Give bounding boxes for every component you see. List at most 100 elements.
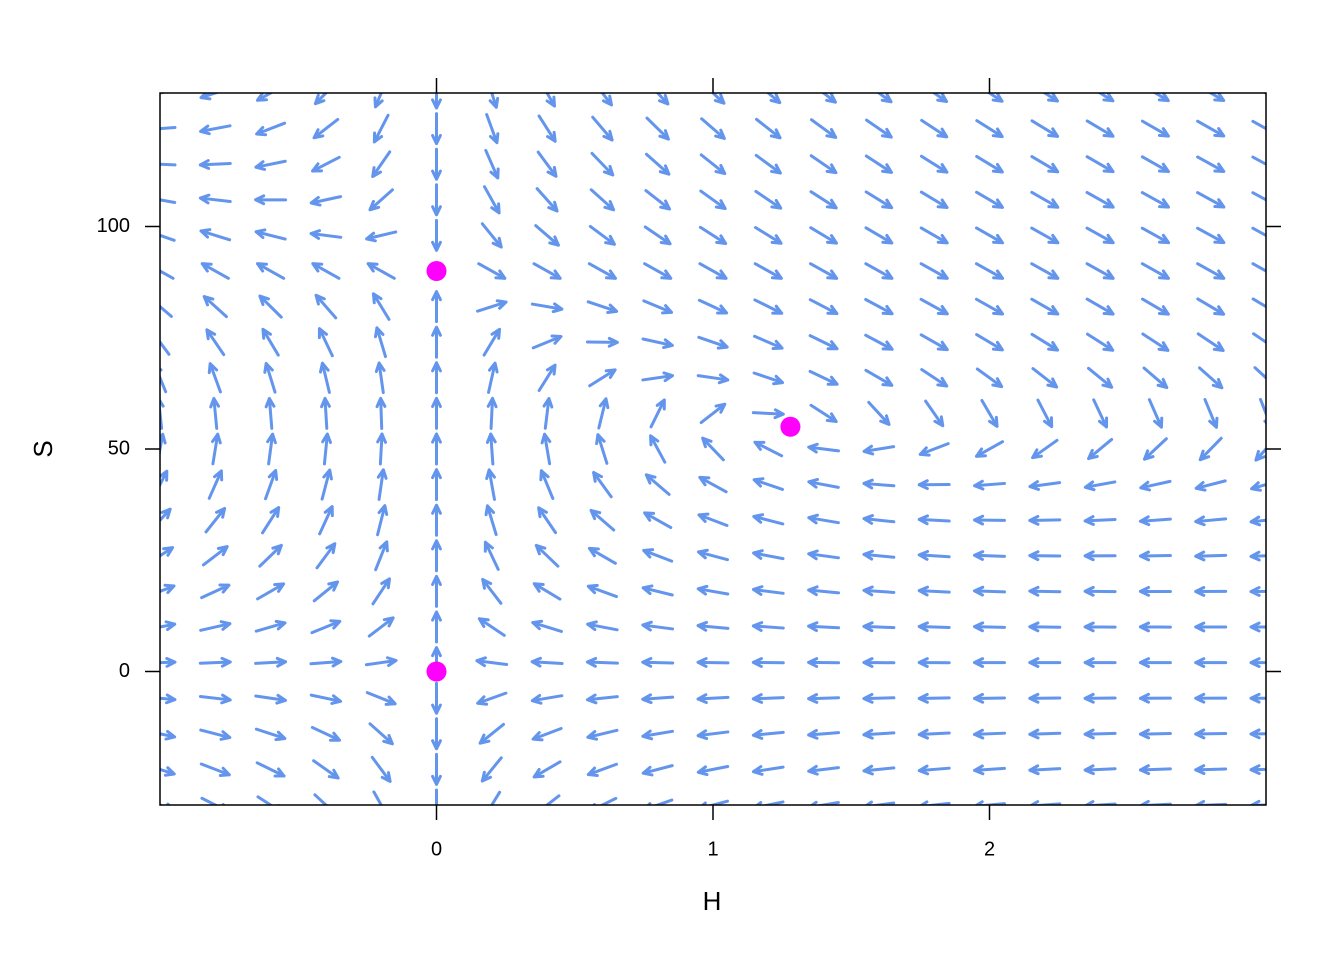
vector-arrow [1085, 155, 1115, 174]
vector-arrow [919, 800, 951, 805]
vector-arrow [373, 93, 384, 109]
vector-arrow [205, 328, 226, 357]
vector-arrow [917, 621, 951, 633]
vector-arrow [1196, 191, 1226, 209]
vector-arrow [643, 225, 672, 246]
vector-arrow [313, 793, 329, 805]
vector-arrow [644, 473, 671, 496]
vector-arrow [202, 295, 228, 319]
vector-arrow [538, 794, 561, 805]
vector-arrow [160, 304, 173, 318]
vector-arrow [918, 442, 950, 457]
vector-arrow [321, 432, 332, 466]
vector-arrow [199, 762, 231, 778]
vector-arrow [975, 333, 1004, 352]
vector-arrow [751, 657, 785, 668]
vector-arrow [974, 226, 1005, 245]
vector-arrow [320, 396, 331, 430]
vector-arrow [315, 542, 337, 570]
vector-arrow [807, 549, 840, 561]
vector-arrow [586, 728, 619, 741]
vector-arrow [264, 468, 279, 501]
vector-arrow [586, 300, 619, 314]
vector-arrow [1085, 332, 1115, 352]
vector-arrow [585, 656, 619, 668]
vector-arrow [1138, 657, 1172, 668]
vector-arrow [481, 577, 503, 605]
vector-arrow [867, 400, 891, 426]
vector-arrow [807, 513, 840, 525]
vector-arrow [917, 764, 951, 776]
vector-arrow [201, 545, 229, 567]
vector-arrow [1083, 764, 1117, 776]
equilibrium-point [426, 661, 447, 682]
vector-arrow [1250, 481, 1266, 492]
vector-arrow [862, 728, 896, 740]
vector-arrow [973, 585, 1006, 597]
vector-arrow [1196, 226, 1226, 245]
vector-arrow [536, 150, 558, 178]
vector-arrow [807, 621, 841, 633]
vector-arrow [160, 398, 165, 430]
vector-arrow [160, 693, 177, 705]
vector-arrow [254, 656, 288, 668]
vector-arrow [592, 796, 618, 805]
vector-arrow [919, 297, 949, 316]
vector-arrow [697, 548, 729, 562]
vector-arrow [199, 620, 232, 632]
vector-arrow [920, 368, 949, 388]
vector-arrow [808, 334, 839, 351]
vector-arrow [809, 262, 839, 280]
vector-arrow [809, 226, 838, 245]
vector-arrow [641, 764, 674, 777]
vector-arrow [254, 693, 287, 705]
vector-arrow [807, 693, 841, 704]
vector-arrow [314, 293, 338, 320]
vector-arrow [753, 334, 784, 351]
vector-arrow [696, 584, 730, 596]
vector-arrow [209, 396, 221, 430]
vector-arrow [862, 621, 896, 633]
vector-arrow [974, 440, 1005, 458]
vector-arrow [917, 549, 951, 561]
vector-arrow [254, 194, 288, 206]
vector-arrow [476, 299, 508, 313]
vector-arrow [1028, 480, 1062, 491]
vector-arrow [807, 728, 841, 740]
vector-arrow [973, 764, 1006, 776]
vector-arrow [254, 159, 287, 171]
vector-arrow [754, 189, 783, 210]
vector-arrow [641, 371, 675, 383]
vector-arrow [160, 126, 177, 131]
vector-arrow [862, 692, 896, 704]
vector-arrow [1251, 191, 1266, 202]
vector-arrow [864, 333, 894, 351]
vector-arrow [1083, 585, 1117, 597]
vector-arrow [160, 469, 169, 488]
vector-arrow [311, 262, 341, 280]
vector-arrow [697, 512, 729, 528]
vector-arrow [649, 398, 666, 429]
vector-arrow [368, 722, 394, 746]
vector-arrow [644, 189, 671, 211]
vector-arrow [1194, 479, 1227, 492]
vector-arrow [365, 691, 397, 706]
vector-arrow [376, 504, 389, 537]
vector-arrow [1041, 93, 1059, 103]
vector-arrow [980, 398, 999, 428]
vector-arrow [531, 726, 563, 742]
vector-arrow [1138, 692, 1172, 704]
vector-arrow [643, 511, 673, 530]
vector-arrow [371, 292, 391, 321]
vector-arrow [1138, 621, 1172, 633]
vector-arrow [1203, 398, 1219, 429]
vector-arrow [256, 262, 286, 280]
vector-arrow [642, 299, 674, 315]
vector-arrow [540, 432, 552, 466]
vector-arrow [375, 396, 387, 430]
vector-arrow [924, 399, 945, 428]
vector-arrow [1139, 479, 1172, 492]
vector-arrow [751, 585, 785, 596]
vector-arrow [917, 657, 951, 668]
